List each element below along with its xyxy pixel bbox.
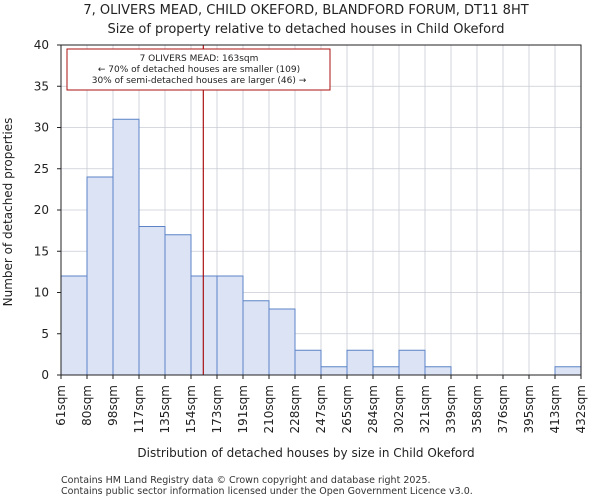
x-axis-label: Distribution of detached houses by size …	[137, 446, 474, 460]
x-tick-label: 339sqm	[444, 385, 458, 433]
x-tick-label: 210sqm	[262, 385, 276, 433]
x-tick-label: 191sqm	[236, 385, 250, 433]
bar-154sqm	[190, 275, 218, 376]
x-tick-label: 395sqm	[522, 385, 536, 433]
x-tick-label: 173sqm	[210, 385, 224, 433]
y-tick-label: 30	[34, 121, 49, 135]
chart-title: 7, OLIVERS MEAD, CHILD OKEFORD, BLANDFOR…	[83, 3, 528, 18]
x-tick-label: 117sqm	[132, 385, 146, 433]
annotation-line-2: ← 70% of detached houses are smaller (10…	[98, 65, 300, 75]
footer-line-2: Contains public sector information licen…	[61, 486, 473, 497]
bar-191sqm	[242, 300, 270, 376]
x-tick-label: 61sqm	[54, 385, 68, 426]
x-tick-label: 154sqm	[184, 385, 198, 433]
x-tick-label: 228sqm	[288, 385, 302, 433]
x-tick-label: 321sqm	[418, 385, 432, 433]
bar-228sqm	[294, 349, 322, 376]
x-tick-label: 376sqm	[496, 385, 510, 433]
annotation-line-1: 7 OLIVERS MEAD: 163sqm	[140, 54, 259, 64]
x-tick-label: 80sqm	[80, 385, 94, 426]
x-tick-label: 358sqm	[470, 385, 484, 433]
y-tick-label: 40	[34, 38, 49, 52]
bar-210sqm	[268, 308, 296, 376]
y-tick-label: 15	[34, 244, 49, 258]
bar-284sqm	[372, 366, 400, 376]
bar-117sqm	[138, 226, 166, 376]
x-tick-label: 135sqm	[158, 385, 172, 433]
annotation-frame	[66, 48, 331, 91]
y-tick-label: 5	[41, 327, 49, 341]
x-tick-label: 413sqm	[548, 385, 562, 433]
y-tick-label: 35	[34, 79, 49, 93]
bar-80sqm	[86, 176, 114, 376]
annotation-box: 7 OLIVERS MEAD: 163sqm ← 70% of detached…	[66, 48, 331, 91]
y-tick-label: 25	[34, 162, 49, 176]
x-tick-label: 284sqm	[366, 385, 380, 433]
y-tick-label: 20	[34, 203, 49, 217]
bar-61sqm	[60, 275, 88, 376]
annotation-line-3: 30% of semi-detached houses are larger (…	[92, 76, 307, 86]
x-tick-label: 98sqm	[106, 385, 120, 426]
bar-265sqm	[346, 349, 374, 376]
bar-247sqm	[320, 366, 348, 376]
footer-line-1: Contains HM Land Registry data © Crown c…	[61, 475, 431, 486]
bar-321sqm	[424, 366, 452, 376]
bar-173sqm	[216, 275, 244, 376]
y-tick-labels: 0 5 10 15 20 25 30 35 40	[34, 38, 61, 382]
chart-subtitle: Size of property relative to detached ho…	[108, 22, 505, 37]
bar-135sqm	[164, 234, 192, 376]
x-tick-label: 432sqm	[574, 385, 588, 433]
bar-98sqm	[112, 118, 140, 376]
x-tick-label: 247sqm	[314, 385, 328, 433]
x-tick-label: 302sqm	[392, 385, 406, 433]
x-tick-label: 265sqm	[340, 385, 354, 433]
y-tick-label: 10	[34, 286, 49, 300]
bar-413sqm	[554, 366, 582, 376]
y-axis-label: Number of detached properties	[1, 118, 15, 307]
y-tick-label: 0	[41, 368, 49, 382]
x-tick-labels: 61sqm 80sqm 98sqm 117sqm 135sqm 154sqm 173sqm 1…	[54, 375, 588, 433]
bars	[60, 118, 582, 376]
bar-302sqm	[398, 349, 426, 376]
